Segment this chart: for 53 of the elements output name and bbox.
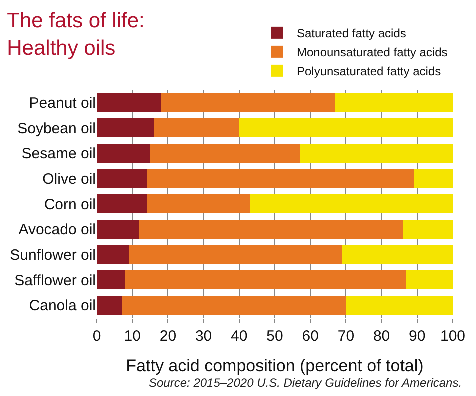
bar	[97, 296, 122, 315]
bar	[161, 93, 336, 112]
legend-label: Saturated fatty acids	[297, 26, 406, 41]
legend-label: Monounsaturated fatty acids	[297, 46, 448, 60]
y-tick-label: Soybean oil	[18, 120, 96, 138]
x-axis-title: Fatty acid composition (percent of total)	[126, 356, 424, 376]
bar	[97, 93, 162, 112]
y-tick-label: Safflower oil	[14, 272, 96, 290]
bar	[129, 245, 343, 264]
bar	[300, 144, 453, 163]
x-tick-label: 70	[338, 328, 355, 345]
bar	[154, 118, 240, 138]
x-tick-label: 90	[409, 328, 426, 345]
x-tick-label: 0	[92, 328, 102, 345]
bar	[97, 220, 140, 239]
source-note: Source: 2015–2020 U.S. Dietary Guidelines for Americans.	[149, 376, 462, 390]
y-tick-label: Sunflower oil	[10, 246, 96, 264]
x-tick-label: 50	[266, 328, 284, 345]
bar	[140, 220, 404, 239]
bar	[414, 169, 453, 188]
x-tick-label: 80	[373, 328, 390, 345]
bar	[403, 220, 453, 239]
bar	[97, 144, 150, 163]
y-tick-label: Olive oil	[42, 170, 96, 188]
y-tick-label: Corn oil	[44, 196, 96, 214]
x-tick-label: 100	[440, 328, 466, 345]
x-tick-label: 40	[231, 328, 248, 345]
y-tick-label: Peanut oil	[29, 94, 96, 112]
bar	[97, 118, 154, 138]
y-tick-label: Avocado oil	[18, 222, 96, 239]
bar	[97, 169, 147, 188]
legend-label: Polyunsaturated fatty acids	[297, 64, 442, 79]
x-tick-label: 10	[124, 328, 141, 345]
bar	[336, 93, 453, 112]
bar	[346, 296, 453, 315]
bar	[150, 144, 300, 163]
x-tick-label: 30	[195, 328, 212, 345]
bar	[97, 270, 126, 290]
bar	[97, 245, 130, 264]
x-tick-label: 20	[160, 328, 177, 345]
x-tick-label: 60	[302, 328, 319, 345]
bar	[342, 245, 453, 264]
bar	[122, 296, 346, 315]
bar	[239, 118, 453, 138]
bar	[146, 194, 250, 214]
y-tick-label: Sesame oil	[22, 146, 96, 163]
chart-title: The fats of life: Healthy oils	[7, 10, 145, 60]
bar	[406, 270, 453, 290]
y-tick-label: Canola oil	[29, 298, 96, 315]
bar	[97, 194, 147, 214]
bar	[125, 270, 407, 290]
bar	[146, 169, 414, 188]
bar	[250, 194, 453, 214]
